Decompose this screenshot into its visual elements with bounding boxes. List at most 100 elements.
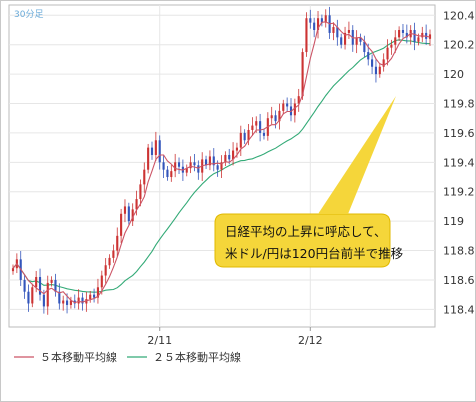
- candle-body: [224, 154, 227, 163]
- x-tick-label: 2/12: [298, 334, 323, 347]
- candle-body: [347, 29, 350, 33]
- legend: ５本移動平均線 ２５本移動平均線: [14, 350, 241, 364]
- candle-body: [232, 150, 235, 160]
- candle-body: [158, 140, 161, 163]
- candle-body: [11, 268, 15, 272]
- y-tick-label: 118.6: [443, 274, 475, 287]
- candle-body: [112, 250, 115, 258]
- ma5-line: [12, 21, 431, 304]
- candle-body: [139, 184, 142, 200]
- x-tick-label: 2/11: [147, 334, 172, 347]
- candle-body: [174, 162, 177, 172]
- y-tick-label: 118.4: [443, 303, 475, 316]
- candle-body: [54, 279, 57, 292]
- legend-label-ma5: ５本移動平均線: [40, 350, 117, 364]
- candle-body: [228, 154, 231, 160]
- candle-body: [58, 291, 61, 304]
- candle-body: [23, 279, 26, 292]
- candle-body: [235, 147, 239, 151]
- y-tick-label: 119.8: [443, 98, 475, 111]
- candle-body: [42, 294, 45, 307]
- candle-body: [359, 37, 362, 42]
- candle-body: [401, 29, 405, 33]
- candle-body: [390, 44, 393, 48]
- candle-body: [189, 162, 192, 169]
- candle-body: [50, 279, 53, 283]
- candle-body: [320, 18, 323, 23]
- candles: [11, 6, 432, 315]
- candle-body: [367, 52, 370, 60]
- candle-body: [405, 32, 408, 38]
- candle-body: [81, 297, 84, 304]
- candle-body: [147, 147, 150, 170]
- candle-body: [386, 47, 389, 60]
- ma5-series: [12, 21, 431, 304]
- candle-body: [316, 18, 320, 30]
- candle-body: [220, 162, 223, 170]
- callout-pointer: [318, 96, 396, 214]
- candle-body: [278, 110, 281, 122]
- y-tick-label: 119: [443, 215, 464, 228]
- y-tick-label: 119.2: [443, 186, 475, 199]
- candle-body: [309, 18, 312, 23]
- candle-body: [123, 206, 127, 214]
- y-tick-label: 120: [443, 68, 464, 81]
- candle-body: [96, 287, 100, 298]
- callout-line-1: 日経平均の上昇に呼応して、: [225, 224, 387, 239]
- candle-body: [293, 103, 296, 116]
- candle-body: [38, 277, 42, 295]
- candle-body: [398, 29, 401, 38]
- callout-bubble: [214, 213, 391, 268]
- candle-body: [77, 297, 80, 304]
- candle-body: [27, 291, 30, 304]
- candle-body: [65, 300, 69, 305]
- candle-body: [374, 66, 378, 75]
- candle-body: [297, 96, 300, 104]
- candle-body: [108, 257, 111, 266]
- candle-body: [31, 287, 34, 304]
- candle-body: [120, 213, 123, 236]
- candle-body: [251, 125, 254, 130]
- candle-body: [305, 18, 308, 53]
- candle-body: [166, 169, 169, 178]
- candle-body: [343, 32, 347, 45]
- candle-body: [212, 156, 215, 166]
- candle-body: [324, 15, 327, 23]
- candle-body: [371, 59, 374, 67]
- candle-body: [104, 265, 107, 276]
- candle-body: [46, 282, 49, 307]
- candle-body: [185, 168, 188, 173]
- candle-body: [313, 22, 316, 30]
- candle-body: [382, 59, 385, 67]
- candle-body: [35, 277, 38, 288]
- candle-body: [204, 159, 208, 166]
- y-tick-label: 119.6: [443, 127, 475, 140]
- candle-body: [170, 171, 173, 178]
- candle-body: [243, 132, 246, 141]
- candle-body: [259, 121, 262, 133]
- candle-body: [262, 132, 266, 136]
- y-tick-label: 118.8: [443, 245, 475, 258]
- candle-body: [197, 165, 200, 173]
- candle-body: [208, 156, 211, 166]
- candle-body: [363, 41, 366, 53]
- candle-body: [177, 162, 181, 167]
- candle-body: [301, 52, 304, 97]
- candle-body: [100, 275, 103, 288]
- y-tick-label: 119.4: [443, 156, 475, 169]
- candle-body: [270, 115, 273, 119]
- candle-body: [282, 103, 285, 111]
- callout: 日経平均の上昇に呼応して、 米ドル/円は120円台前半で推移: [214, 96, 403, 268]
- candle-body: [216, 165, 219, 170]
- candle-body: [162, 162, 165, 170]
- candle-body: [150, 147, 154, 155]
- y-axis-ticks: 120.4 120.2 120 119.8 119.6 119.4 119.2 119 118.…: [443, 9, 475, 316]
- candle-body: [93, 294, 96, 298]
- x-axis-ticks: 2/11 2/12: [147, 327, 323, 347]
- candle-body: [255, 121, 258, 126]
- timeframe-label: 30分足: [14, 9, 43, 20]
- y-tick-label: 120.2: [443, 39, 475, 52]
- candle-body: [355, 37, 358, 45]
- candle-body: [247, 129, 250, 141]
